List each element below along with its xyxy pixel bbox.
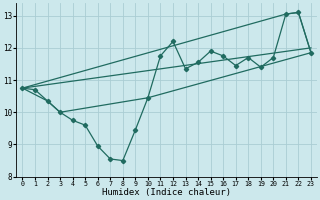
X-axis label: Humidex (Indice chaleur): Humidex (Indice chaleur) <box>102 188 231 197</box>
